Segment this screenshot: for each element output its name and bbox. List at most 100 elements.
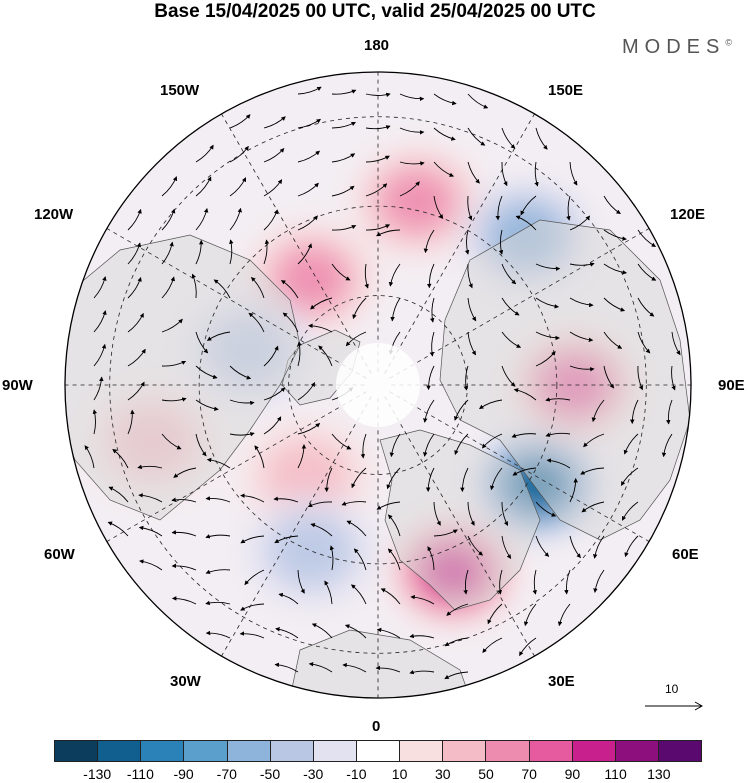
wind-arrow (630, 399, 639, 425)
wind-arrow (637, 263, 657, 281)
north-america-outline (65, 234, 301, 521)
wind-arrow (360, 433, 367, 459)
wind-arrow (213, 279, 231, 299)
colorbar-cell (356, 741, 401, 761)
wind-arrow (307, 501, 333, 508)
colorbar-cell (400, 741, 444, 761)
wind-arrow (467, 263, 473, 289)
wind-arrow (501, 297, 520, 316)
wind-arrow (310, 297, 333, 310)
wind-arrow (364, 263, 369, 289)
colorbar-cell (98, 741, 142, 761)
colorbar-cell (486, 741, 530, 761)
colorbar-tick-label: 30 (435, 766, 451, 782)
wind-arrow (463, 569, 469, 595)
wind-arrow (423, 229, 435, 254)
wind-arrow (278, 592, 299, 605)
wind-arrow (127, 242, 142, 265)
brand-mark: © (725, 37, 732, 48)
lon-label-150w: 150W (160, 82, 200, 99)
wind-arrow (195, 399, 219, 412)
wind-arrow (454, 399, 469, 421)
wind-arrow (365, 155, 390, 163)
wind-arrow (240, 535, 265, 544)
lon-label-90w: 90W (2, 377, 33, 394)
lon-label-30e: 30E (548, 673, 575, 690)
wind-vectors (84, 86, 681, 680)
wind-arrow (482, 637, 503, 653)
wind-arrow (637, 331, 651, 354)
colorbar-cell (141, 741, 185, 761)
wind-arrow (297, 243, 313, 265)
wind-arrow (353, 548, 367, 571)
wind-arrow (501, 365, 516, 387)
wind-arrow (535, 501, 557, 517)
wind-arrow (523, 603, 537, 627)
colorbar-tick-label: 130 (647, 766, 671, 782)
wind-arrow (520, 195, 537, 216)
europe-outline (379, 429, 541, 611)
wind-arrow (127, 381, 145, 401)
wind-arrow (637, 297, 655, 317)
wind-arrow (621, 501, 639, 521)
wind-arrow (365, 224, 391, 231)
meridian-line (221, 113, 372, 374)
wind-arrow (250, 276, 265, 299)
wind-arrow (139, 559, 163, 571)
lon-label-180: 180 (364, 37, 390, 54)
wind-arrow (427, 546, 435, 571)
wind-arrow (399, 181, 420, 197)
wind-arrow (297, 118, 321, 129)
wind-arrow (329, 545, 335, 571)
map-boundary (64, 71, 692, 699)
colorbar-tick-label: -130 (83, 766, 112, 782)
wind-arrow (297, 182, 319, 197)
wind-arrow (263, 239, 270, 265)
meridian-line (384, 113, 535, 374)
wind-arrow (498, 229, 504, 255)
wind-arrow (511, 433, 537, 438)
wind-arrow (671, 365, 676, 391)
wind-arrow (195, 365, 218, 379)
wind-arrow (92, 409, 98, 435)
colorbar (54, 740, 702, 762)
wind-arrow (137, 464, 163, 469)
wind-arrow (138, 493, 163, 503)
wind-arrow (195, 144, 214, 163)
wind-arrow (467, 297, 477, 322)
wind-arrow (161, 433, 182, 450)
wind-arrow (331, 185, 355, 197)
wind-arrow (108, 486, 129, 503)
wind-arrow (513, 388, 537, 401)
wind-arrow (352, 297, 367, 320)
wind-arrow (229, 145, 249, 163)
wind-arrow (433, 195, 444, 219)
colorbar-cell (658, 741, 702, 761)
wind-arrow (376, 229, 401, 237)
wind-arrow (603, 297, 626, 312)
wind-arrow (161, 360, 187, 367)
wind-arrow (380, 588, 401, 605)
anomaly-blue-30w-band (268, 514, 353, 587)
wind-arrow (297, 341, 302, 367)
wind-arrow (161, 208, 176, 231)
wind-arrow (534, 161, 539, 187)
wind-arrow (426, 365, 435, 391)
wind-arrow (331, 263, 351, 281)
wind-arrow (112, 448, 129, 469)
wind-arrow (171, 497, 197, 503)
wind-arrow (497, 569, 503, 595)
wind-arrow (93, 343, 107, 367)
wind-arrow (425, 467, 435, 493)
wind-arrow (501, 535, 512, 559)
wind-arrow (535, 350, 556, 367)
wind-arrow (433, 529, 458, 537)
latitude-circle (288, 295, 468, 475)
colorbar-tick-label: -50 (259, 766, 281, 782)
wind-arrow (409, 633, 435, 639)
wind-arrow (624, 535, 639, 558)
graticule (65, 72, 691, 698)
wind-arrow (195, 433, 207, 457)
wind-arrow (127, 276, 142, 299)
